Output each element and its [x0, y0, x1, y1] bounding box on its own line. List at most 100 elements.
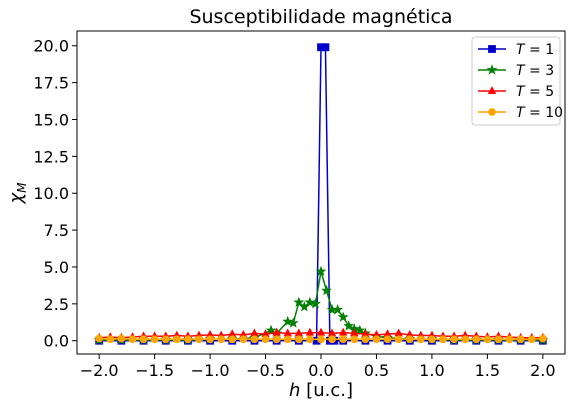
y-tick-label: 5.0 — [44, 258, 69, 277]
legend-label: T = 3 — [516, 63, 554, 79]
data-point — [337, 311, 349, 322]
y-axis-title: χM — [6, 182, 29, 205]
legend-marker — [488, 45, 496, 53]
data-point — [321, 284, 332, 296]
legend: T = 1T = 3T = 5T = 10 — [471, 36, 563, 126]
y-tick-label: 2.5 — [44, 295, 69, 314]
data-point — [265, 324, 277, 335]
legend-value: 10 — [545, 105, 563, 121]
y-tick-label: 12.5 — [33, 147, 69, 166]
data-point — [316, 327, 326, 336]
x-axis-unit: [u.c.] — [300, 380, 353, 401]
y-axis-variable: χ — [6, 192, 27, 205]
legend-item: T = 1 — [478, 42, 554, 58]
data-point — [282, 315, 294, 327]
x-tick-label: 2.0 — [530, 361, 555, 380]
data-point — [461, 335, 470, 344]
data-point — [350, 335, 359, 344]
legend-equals: = — [525, 84, 546, 100]
data-point — [538, 334, 547, 343]
data-point — [343, 320, 355, 331]
data-point — [472, 335, 481, 344]
data-point — [310, 298, 321, 309]
legend-label: T = 1 — [516, 42, 554, 58]
legend-item: T = 10 — [478, 105, 563, 121]
data-point — [272, 335, 281, 344]
legend-value: 1 — [545, 42, 554, 58]
x-axis-title: h [u.c.] — [289, 380, 353, 401]
x-tick-label: 1.0 — [419, 361, 444, 380]
y-tick-label: 20.0 — [33, 37, 69, 56]
data-point — [239, 335, 248, 344]
data-point — [428, 335, 436, 344]
series-3 — [95, 334, 547, 344]
chart-title: Susceptibilidade magnética — [189, 6, 452, 28]
data-point — [293, 296, 305, 307]
x-tick-label: 0.5 — [364, 361, 389, 380]
data-point — [439, 335, 447, 344]
data-point — [287, 317, 299, 328]
x-tick-label: −2.0 — [80, 361, 119, 380]
legend-marker — [488, 108, 496, 116]
data-point — [361, 335, 370, 344]
legend-equals: = — [525, 105, 546, 121]
data-point — [261, 335, 270, 344]
data-point — [505, 335, 514, 344]
data-point — [250, 335, 259, 344]
data-point — [206, 335, 214, 344]
data-point — [383, 335, 392, 344]
legend-variable: T — [516, 42, 526, 58]
legend-value: 3 — [545, 63, 554, 79]
data-point — [516, 335, 525, 344]
data-point — [394, 335, 403, 344]
data-point — [117, 334, 126, 343]
legend-value: 5 — [545, 84, 554, 100]
y-tick-label: 17.5 — [33, 74, 69, 93]
data-point — [332, 304, 344, 315]
legend-marker — [487, 86, 497, 95]
x-tick-label: −1.5 — [135, 361, 174, 380]
y-tick-label: 0.0 — [44, 332, 69, 351]
data-point — [305, 327, 315, 336]
data-point — [283, 335, 292, 344]
data-point — [494, 335, 503, 344]
x-axis-variable: h — [289, 380, 300, 401]
y-tick-label: 10.0 — [33, 184, 69, 203]
data-point — [184, 335, 192, 344]
legend-equals: = — [525, 63, 546, 79]
data-point — [317, 335, 325, 344]
data-point — [172, 335, 181, 344]
x-tick-label: 0.0 — [308, 361, 333, 380]
data-point — [294, 335, 303, 344]
data-point — [139, 335, 148, 344]
data-point — [527, 335, 536, 344]
data-point — [304, 296, 316, 307]
legend-variable: T — [516, 105, 526, 121]
data-point — [354, 324, 366, 335]
series-layer — [93, 43, 549, 345]
legend-label: T = 5 — [516, 84, 554, 100]
data-point — [250, 328, 259, 337]
data-point — [217, 335, 226, 344]
data-point — [95, 334, 104, 343]
data-point — [106, 335, 115, 344]
data-point — [339, 335, 348, 344]
y-tick-label: 15.0 — [33, 110, 69, 129]
legend-variable: T — [516, 84, 526, 100]
data-point — [328, 335, 336, 344]
data-point — [394, 328, 403, 337]
legend-item: T = 5 — [478, 84, 554, 100]
y-axis-subscript: M — [15, 182, 29, 193]
data-point — [483, 335, 492, 344]
data-point — [150, 335, 159, 344]
data-point — [128, 335, 137, 344]
legend-equals: = — [525, 42, 546, 58]
x-tick-label: −0.5 — [246, 361, 285, 380]
data-point — [228, 335, 237, 344]
axis-ticks: −2.0 −1.5 −1.0 −0.5 0.0 0.5 1.0 1.5 2.0 0.0 2.5 5.0… — [33, 37, 555, 380]
x-tick-label: 1.5 — [475, 361, 500, 380]
data-point — [339, 327, 348, 336]
data-point — [195, 335, 203, 344]
data-point — [450, 335, 458, 344]
